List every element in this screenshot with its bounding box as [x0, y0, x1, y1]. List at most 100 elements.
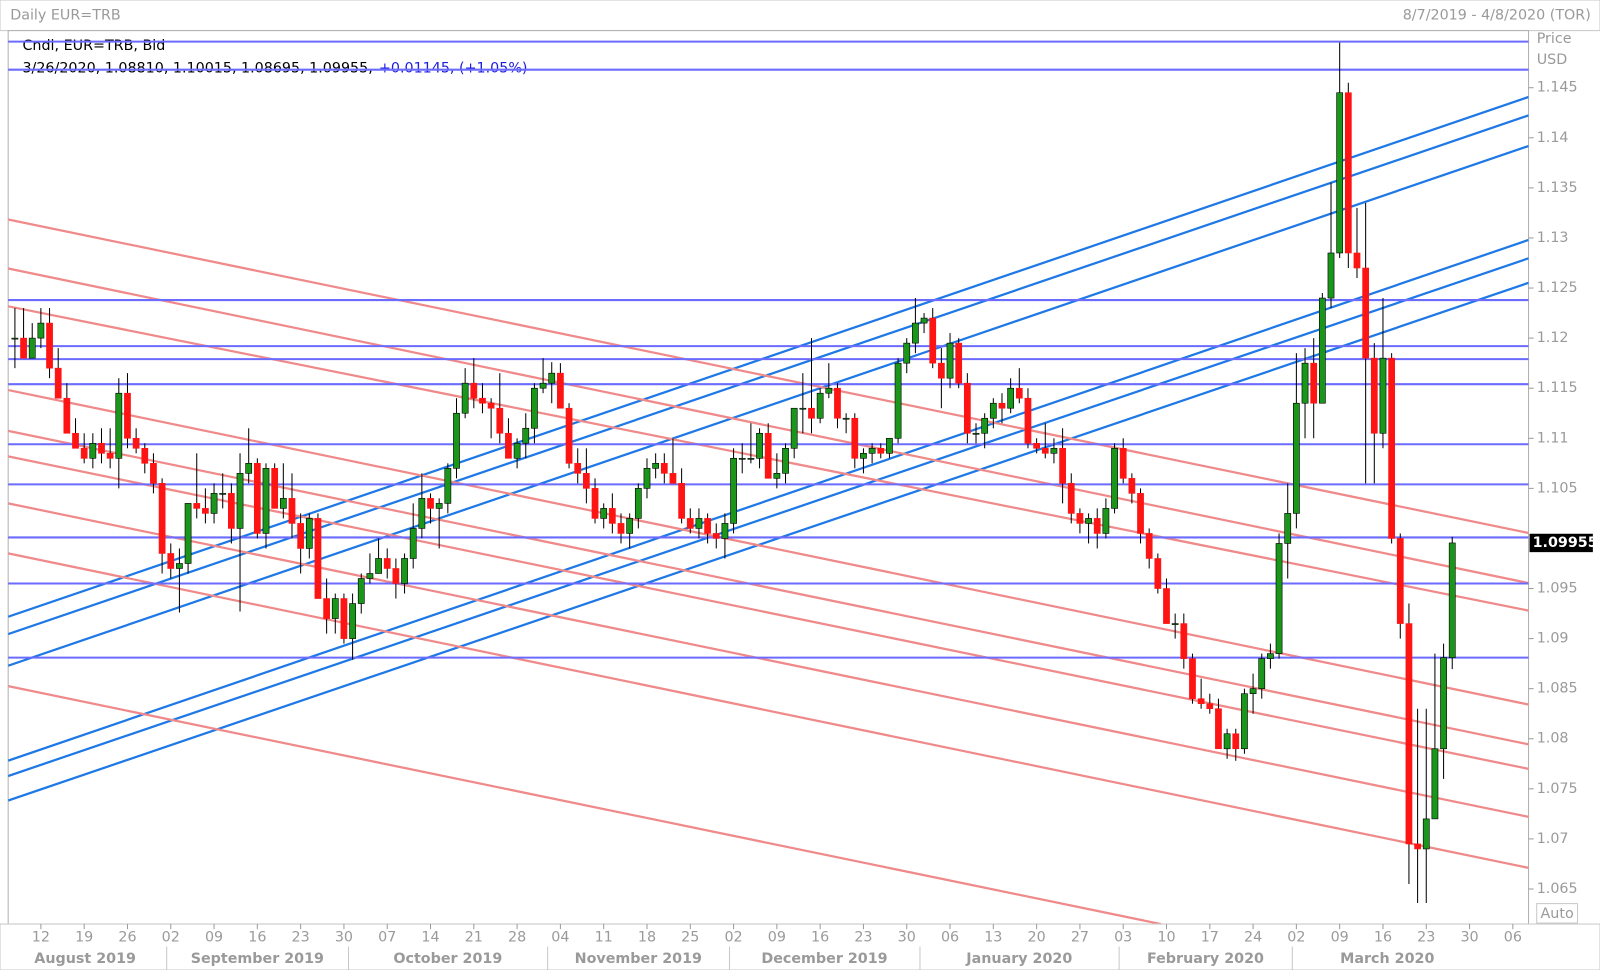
candle-body [1440, 657, 1447, 750]
candle-body [1033, 442, 1040, 449]
candle-body [236, 473, 244, 529]
candle-body [513, 442, 521, 459]
candle-body [1093, 518, 1101, 534]
candle-body [531, 387, 538, 429]
candle-body [80, 447, 88, 459]
candle-body [981, 417, 989, 434]
candle-body [842, 417, 850, 420]
candle-body [245, 463, 253, 474]
candle-body [150, 463, 157, 484]
x-tick-label: 20 [1028, 929, 1046, 945]
candle-body [1232, 733, 1240, 750]
candle-body [1137, 493, 1144, 534]
candle-body [1119, 447, 1127, 479]
candle-body [1241, 693, 1248, 750]
trend-line [8, 552, 1529, 869]
month-label: September 2019 [191, 951, 324, 967]
candle-body [1197, 698, 1205, 705]
trend-line [8, 238, 1529, 762]
candle-body [375, 558, 382, 574]
trend-line [8, 455, 1529, 770]
y-tick-label: 1.105 [1537, 480, 1578, 496]
x-tick-label: 14 [421, 929, 439, 945]
candle-body [11, 337, 19, 340]
candle-body [1059, 447, 1066, 484]
candle-body [1171, 623, 1179, 625]
last-price-label: 1.09955 [1533, 535, 1598, 551]
title-bar [0, 0, 1600, 32]
candle-body [652, 463, 660, 469]
month-label: February 2020 [1147, 951, 1264, 967]
y-tick-label: 1.11 [1537, 430, 1569, 446]
candle-body [1327, 252, 1335, 299]
candle-body [834, 387, 841, 419]
candle-body [998, 402, 1006, 409]
candle-body [1223, 733, 1231, 750]
x-tick-label: 27 [1071, 929, 1089, 945]
candle-body [1318, 297, 1326, 404]
candle-body [461, 382, 469, 414]
y-tick-label: 1.095 [1537, 581, 1578, 597]
auto-scale-button[interactable] [1536, 903, 1579, 924]
x-tick-label: 09 [1331, 929, 1349, 945]
x-tick-label: 23 [292, 929, 310, 945]
candle-body [1293, 402, 1300, 514]
auto-scale-label[interactable]: Auto [1541, 906, 1574, 922]
y-tick-label: 1.07 [1537, 831, 1569, 847]
y-tick-label: 1.145 [1537, 80, 1578, 96]
candle-body [453, 412, 460, 469]
candle-body [955, 342, 963, 384]
candle-body [608, 508, 616, 524]
candle-body [721, 523, 729, 539]
legend-name: Cndl, EUR=TRB, Bid [22, 38, 165, 54]
x-tick-label: 10 [1157, 929, 1175, 945]
candle-body [496, 407, 504, 434]
candle-body [712, 533, 720, 539]
y-tick-label: 1.12 [1537, 330, 1569, 346]
trend-line [8, 281, 1529, 802]
candle-body [1163, 588, 1170, 624]
candle-body [37, 322, 45, 339]
candle-body [418, 498, 426, 529]
x-tick-label: 02 [1287, 929, 1305, 945]
candle-body [912, 322, 919, 344]
x-tick-label: 06 [941, 929, 959, 945]
candle-body [816, 392, 824, 419]
candle-body [106, 452, 114, 459]
candle-body [938, 362, 945, 379]
x-tick-label: 07 [378, 929, 396, 945]
candle-body [1145, 533, 1153, 559]
candle-body [539, 382, 547, 389]
chart-title: Daily EUR=TRB [10, 7, 121, 23]
candle-body [1301, 362, 1309, 404]
x-tick-label: 18 [638, 929, 656, 945]
candle-body [1249, 688, 1257, 694]
candle-body [704, 518, 711, 534]
candle-body [790, 407, 798, 449]
candle-body [20, 337, 27, 359]
candle-body [591, 488, 599, 519]
candle-body [479, 397, 486, 404]
x-axis-band [0, 923, 1600, 970]
candle-body [401, 558, 408, 584]
candle-body [643, 468, 651, 489]
candle-body [1128, 478, 1136, 494]
candle-body [1024, 397, 1032, 444]
candle-body [1422, 818, 1430, 850]
candle-body [730, 458, 737, 524]
candle-body [920, 317, 928, 324]
candle-body [1206, 703, 1214, 710]
candle-body [253, 463, 261, 534]
y-tick-label: 1.08 [1537, 731, 1569, 747]
candle-body [1258, 658, 1266, 689]
candle-body [851, 417, 859, 459]
change-value: +0.01145, (+1.05%) [379, 60, 528, 76]
ohlc-line: 3/26/2020, 1.08810, 1.10015, 1.08695, 1.… [22, 60, 372, 76]
candle-body [279, 498, 287, 509]
month-label: January 2020 [965, 951, 1072, 967]
candle-body [167, 553, 175, 569]
candle-body [444, 468, 452, 504]
y-tick-label: 1.075 [1537, 781, 1578, 797]
candle-body [219, 493, 227, 495]
x-tick-label: 06 [1504, 929, 1522, 945]
